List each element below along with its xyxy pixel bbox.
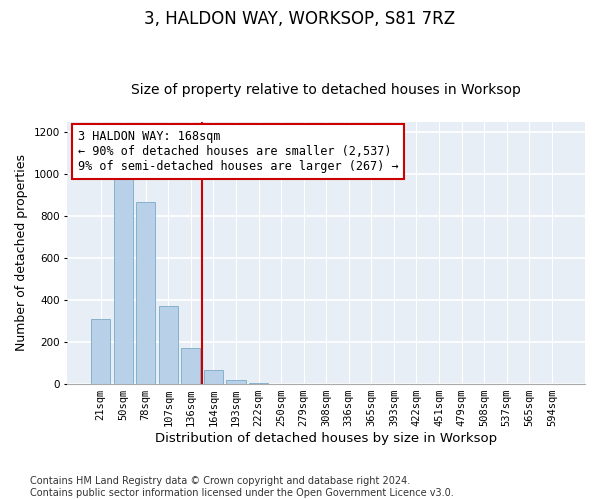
Text: 3 HALDON WAY: 168sqm
← 90% of detached houses are smaller (2,537)
9% of semi-det: 3 HALDON WAY: 168sqm ← 90% of detached h…	[78, 130, 398, 172]
Bar	[113, 180, 133, 384]
X-axis label: Distribution of detached houses by size in Worksop: Distribution of detached houses by size …	[155, 432, 497, 445]
Bar	[158, 306, 178, 384]
Y-axis label: Number of detached properties: Number of detached properties	[15, 154, 28, 352]
Bar	[204, 370, 223, 384]
Text: 3, HALDON WAY, WORKSOP, S81 7RZ: 3, HALDON WAY, WORKSOP, S81 7RZ	[145, 10, 455, 28]
Text: Contains HM Land Registry data © Crown copyright and database right 2024.
Contai: Contains HM Land Registry data © Crown c…	[30, 476, 454, 498]
Bar	[226, 380, 245, 384]
Title: Size of property relative to detached houses in Worksop: Size of property relative to detached ho…	[131, 83, 521, 97]
Bar	[136, 202, 155, 384]
Bar	[91, 319, 110, 384]
Bar	[181, 348, 200, 384]
